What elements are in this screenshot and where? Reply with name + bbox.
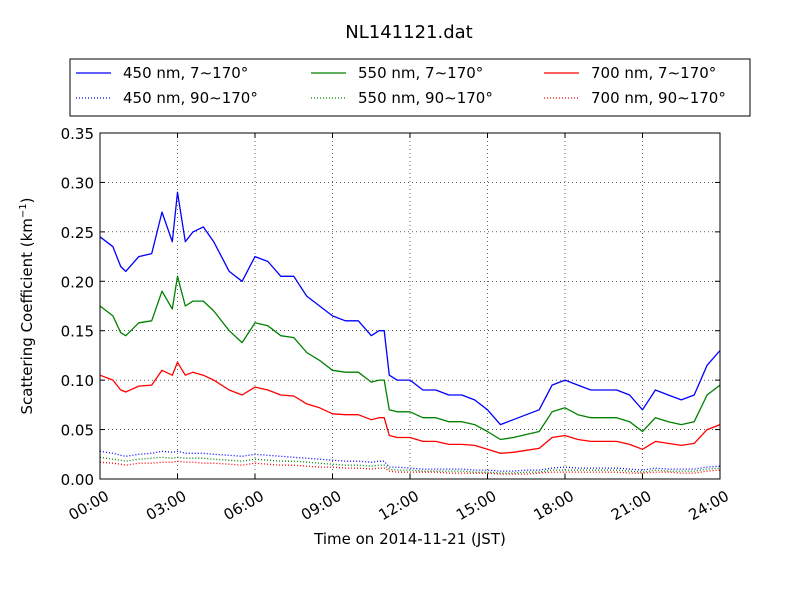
legend-label-2: 450 nm, 90∼170°	[123, 89, 258, 107]
series-line-6	[99, 460, 721, 475]
legend-label-3: 550 nm, 7∼170°	[358, 64, 483, 82]
y-axis-label-close: )	[18, 197, 36, 203]
y-tick-label: 0.15	[61, 323, 94, 341]
series-line-2	[99, 450, 721, 472]
series-line-5	[99, 361, 721, 454]
y-tick-label: 0.35	[61, 125, 94, 143]
series-line-1	[99, 191, 721, 426]
legend-label-1: 450 nm, 7∼170°	[123, 64, 248, 82]
y-tick-label: 0.25	[61, 224, 94, 242]
y-tick-label: 0.05	[61, 422, 94, 440]
series-lines	[99, 191, 721, 475]
series-line-4	[99, 456, 721, 474]
series-line-3	[99, 275, 721, 441]
y-tick-label: 0.20	[61, 273, 94, 291]
legend-label-6: 700 nm, 90∼170°	[591, 89, 726, 107]
y-axis-label: Scattering Coefficient (km−1)	[18, 197, 36, 414]
legend: 450 nm, 7∼170° 450 nm, 90∼170° 550 nm, 7∼1…	[69, 58, 751, 117]
grid-lines	[100, 133, 720, 479]
y-axis-label-sup: −1	[18, 203, 29, 218]
y-axis-label-main: Scattering Coefficient (km	[18, 218, 36, 414]
legend-box	[69, 58, 751, 117]
y-tick-label: 0.00	[61, 471, 94, 489]
chart-title: NL141121.dat	[345, 22, 472, 43]
legend-label-5: 700 nm, 7∼170°	[591, 64, 716, 82]
y-tick-label: 0.30	[61, 174, 94, 192]
x-axis-label: Time on 2014-11-21 (JST)	[313, 530, 506, 548]
legend-label-4: 550 nm, 90∼170°	[358, 89, 493, 107]
y-tick-label: 0.10	[61, 372, 94, 390]
